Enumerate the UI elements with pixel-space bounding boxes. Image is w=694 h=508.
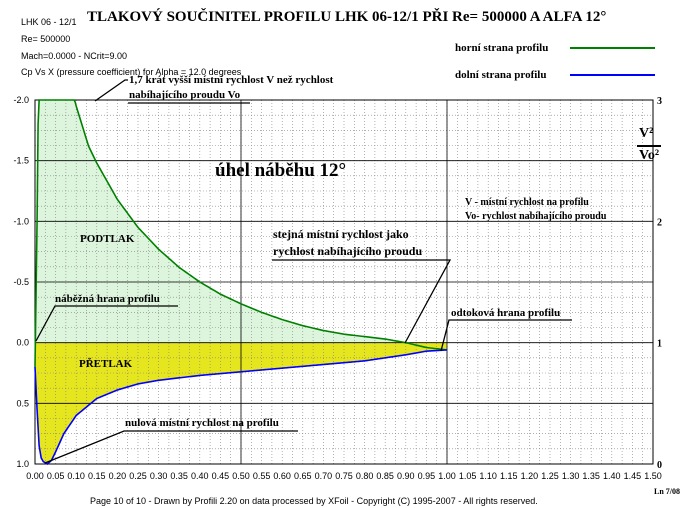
tick-labels: 0.00 0.05 0.10 0.15 0.20 0.25 0.30 0.35 0.40 0.45… [13,95,662,481]
footer-signature: Ln 7/08 [654,487,681,496]
x-tick-label: 1.15 [500,471,518,481]
x-tick-label: 0.60 [273,471,291,481]
leader-zero-speed [44,430,298,464]
info-line-3: Mach=0.0000 - NCrit=9.00 [21,51,128,61]
x-tick-label: 0.55 [253,471,271,481]
chart-title: TLAKOVÝ SOUČINITEL PROFILU LHK 06-12/1 P… [87,9,607,25]
annotation-zero-speed: nulová místní rychlost na profilu [125,417,279,429]
leader-trailing-edge [440,319,572,352]
right-axis-label-bottom: Vo² [639,148,660,163]
y-tick-label: 1.0 [16,459,29,469]
leader-leading-edge [35,305,178,342]
x-tick-label: 0.85 [376,471,394,481]
x-tick-label: 1.10 [479,471,497,481]
x-tick-label: 1.25 [541,471,559,481]
y-tick-label: -2.0 [13,95,29,105]
right-tick-label: 2 [657,217,662,228]
axes [34,99,654,465]
x-tick-label: 1.40 [603,471,621,481]
annotation-pressure: PŘETLAK [79,358,133,370]
x-tick-label: 1.20 [521,471,539,481]
x-tick-label: 0.50 [232,471,250,481]
annotation-equal-speed-2: rychlost nabíhajícího proudu [273,244,423,258]
y-tick-label: -0.5 [13,277,29,287]
x-tick-label: 0.70 [315,471,333,481]
x-tick-label: 1.05 [459,471,477,481]
y-tick-label: -1.5 [13,156,29,166]
leader-max-speed [94,79,128,102]
x-tick-label: 0.75 [335,471,353,481]
series-line-lower [34,349,448,465]
y-tick-label: 0.0 [16,338,29,348]
legend-label-upper: horní strana profilu [455,42,549,54]
annotation-definition-1: V - místní rychlost na profilu [465,197,589,208]
info-line-1: LHK 06 - 12/1 [21,17,77,27]
x-tick-label: 0.40 [191,471,209,481]
annotation-definition-2: Vo- rychlost nabíhajícího proudu [465,211,607,222]
annotation-max-speed-1: 1,7 krát vyšší místní rychlost V než ryc… [129,74,334,86]
x-tick-label: 0.00 [26,471,44,481]
info-line-2: Re= 500000 [21,34,71,44]
x-tick-label: 0.45 [212,471,230,481]
right-tick-label: 0 [657,460,662,471]
x-tick-label: 1.30 [562,471,580,481]
annotation-equal-speed-1: stejná místní rychlost jako [273,227,409,241]
annotation-trailing-edge: odtoková hrana profilu [451,307,561,319]
annotation-suction: PODTLAK [80,233,135,245]
x-tick-label: 0.30 [150,471,168,481]
y-tick-label: 0.5 [16,398,29,408]
info-line-4: Cp Vs X (pressure coefficient) for Alpha… [21,67,242,77]
x-tick-label: 0.15 [88,471,106,481]
x-tick-label: 0.35 [170,471,188,481]
leader-equal-speed [272,259,452,344]
x-tick-label: 0.25 [129,471,147,481]
x-tick-label: 1.00 [438,471,456,481]
footer-text: Page 10 of 10 - Drawn by Profili 2.20 on… [90,496,538,506]
leader-lines [35,79,572,464]
right-axis-fraction-bar [637,145,661,147]
x-tick-label: 0.05 [47,471,65,481]
x-tick-label: 0.95 [418,471,436,481]
x-tick-label: 1.35 [582,471,600,481]
right-tick-label: 1 [657,339,662,350]
y-tick-label: -1.0 [13,216,29,226]
annotation-angle: úhel náběhu 12° [215,160,347,181]
right-axis-label-top: V² [639,126,654,141]
x-tick-label: 1.45 [624,471,642,481]
curves [34,99,448,465]
annotation-leading-edge: náběžná hrana profilu [55,293,160,305]
x-tick-label: 0.10 [67,471,85,481]
series-line-upper [34,99,448,367]
right-tick-label: 3 [657,96,662,107]
x-tick-label: 0.80 [356,471,374,481]
legend-label-lower: dolní strana profilu [455,69,547,81]
x-tick-label: 0.65 [294,471,312,481]
plot-frame [34,99,654,465]
x-tick-label: 0.90 [397,471,415,481]
legend-lines [570,47,655,76]
grid [34,99,654,465]
x-tick-label: 1.50 [644,471,662,481]
x-tick-label: 0.20 [109,471,127,481]
annotation-max-speed-2: nabíhajícího proudu Vo [129,89,241,101]
